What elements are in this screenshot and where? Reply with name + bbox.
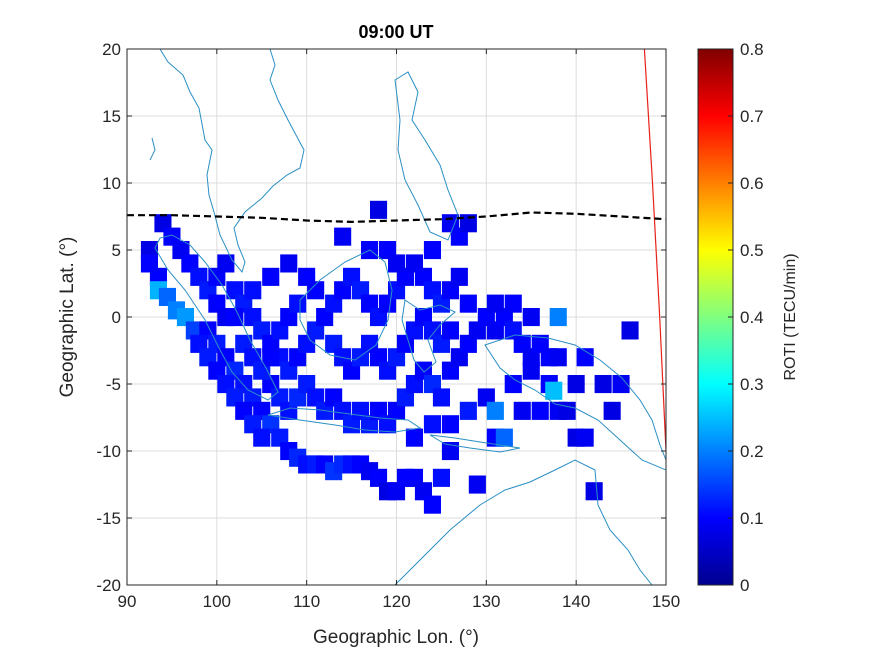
roti-cell — [576, 428, 594, 447]
roti-cell — [388, 254, 406, 273]
x-tick-label: 100 — [203, 592, 231, 611]
roti-cell — [504, 294, 522, 313]
colorbar — [697, 48, 734, 586]
coastline-indochina — [159, 49, 305, 274]
y-axis-label: Geographic Lat. (°) — [57, 237, 78, 398]
coastline-sumatra — [154, 234, 279, 401]
coastline-philippines — [394, 71, 459, 241]
roti-cell — [441, 415, 459, 434]
roti-cell — [262, 348, 280, 367]
colorbar-tick-label: 0.5 — [740, 241, 764, 260]
coastline-java — [267, 407, 422, 433]
coastline-sri-lanka-fragment — [149, 137, 156, 161]
roti-cell — [486, 401, 504, 420]
roti-cell — [370, 200, 388, 219]
colorbar-ticks: 0 0.1 0.2 0.3 0.4 0.5 0.6 0.7 0.8 — [728, 40, 764, 595]
roti-cell — [585, 482, 603, 501]
colorbar-tick-label: 0.1 — [740, 509, 764, 528]
roti-cell — [441, 442, 459, 461]
roti-cell — [549, 348, 567, 367]
roti-cell — [545, 381, 563, 400]
y-tick-label: -20 — [96, 576, 121, 595]
coastline-nusa-tenggara — [429, 434, 521, 453]
colorbar-tick-label: 0.8 — [740, 40, 764, 59]
roti-heatmap — [140, 200, 639, 514]
roti-cell — [423, 415, 441, 434]
colorbar-tick-label: 0.3 — [740, 375, 764, 394]
coastline-borneo — [299, 249, 393, 361]
coastline-new-guinea — [484, 334, 666, 471]
roti-cell — [531, 401, 549, 420]
roti-cell — [504, 375, 522, 394]
roti-cell — [432, 468, 450, 487]
chart-title: 09:00 UT — [358, 22, 433, 42]
roti-cell — [244, 281, 262, 300]
roti-cell — [558, 401, 576, 420]
roti-cell — [621, 321, 639, 340]
y-tick-label: 5 — [112, 241, 121, 260]
colorbar-label: ROTI (TECU/min) — [782, 253, 799, 380]
colorbar-tick-label: 0 — [740, 576, 749, 595]
y-tick-label: -5 — [106, 375, 121, 394]
coastline-sulawesi — [401, 299, 456, 373]
roti-cell — [441, 321, 459, 340]
coastline-australia — [394, 459, 653, 585]
x-axis-label: Geographic Lon. (°) — [313, 627, 479, 648]
x-tick-label: 140 — [562, 592, 590, 611]
roti-cell — [594, 375, 612, 394]
roti-cell — [549, 308, 567, 327]
roti-cell — [423, 495, 441, 514]
roti-cell — [262, 267, 280, 286]
y-tick-label: -15 — [96, 509, 121, 528]
colorbar-tick-label: 0.2 — [740, 442, 764, 461]
roti-cell — [289, 294, 307, 313]
y-tick-label: -10 — [96, 442, 121, 461]
terminator-line — [643, 49, 666, 469]
y-axis-ticks: 20 15 10 5 0 -5 -10 -15 -20 — [96, 40, 666, 595]
x-tick-label: 110 — [293, 592, 320, 611]
roti-cell — [468, 475, 486, 494]
roti-cell — [495, 428, 513, 447]
roti-cell — [567, 375, 585, 394]
y-tick-label: 20 — [102, 40, 121, 59]
roti-cell — [612, 375, 630, 394]
roti-cell — [576, 348, 594, 367]
roti-cell — [486, 294, 504, 313]
roti-cell — [459, 214, 477, 233]
colorbar-tick-label: 0.7 — [740, 107, 764, 126]
colorbar-tick-label: 0.4 — [740, 308, 764, 327]
x-tick-label: 150 — [652, 592, 680, 611]
roti-cell — [459, 294, 477, 313]
roti-cell — [513, 401, 531, 420]
roti-cell — [280, 254, 298, 273]
x-tick-label: 120 — [382, 592, 410, 611]
y-tick-label: 0 — [112, 308, 121, 327]
roti-cell — [423, 241, 441, 260]
x-axis-ticks: 90 100 110 120 130 140 150 — [118, 49, 680, 611]
roti-cell — [603, 401, 621, 420]
roti-cell — [334, 227, 352, 246]
colorbar-tick-label: 0.6 — [740, 174, 764, 193]
x-tick-label: 90 — [118, 592, 137, 611]
coastlines — [149, 49, 666, 585]
roti-cell — [307, 281, 325, 300]
roti-cell — [432, 388, 450, 407]
y-tick-label: 10 — [102, 174, 121, 193]
roti-cell — [522, 308, 540, 327]
y-tick-label: 15 — [102, 107, 121, 126]
roti-cell — [459, 401, 477, 420]
roti-cell — [253, 428, 271, 447]
x-tick-label: 130 — [472, 592, 500, 611]
roti-cell — [226, 308, 244, 327]
roti-cell — [450, 267, 468, 286]
magnetic-equator-line — [127, 211, 666, 224]
roti-cell — [405, 428, 423, 447]
roti-cell — [217, 254, 235, 273]
